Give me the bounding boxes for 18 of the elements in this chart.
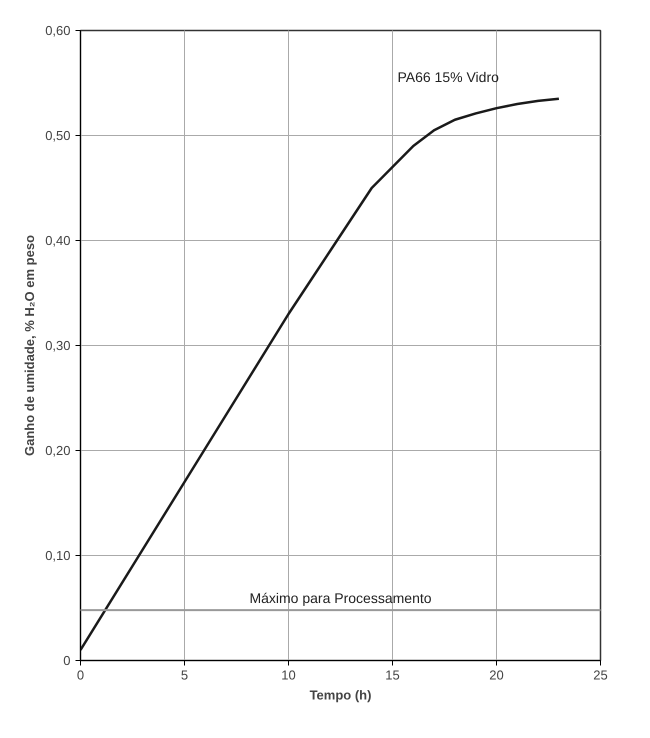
x-tick-label: 25 <box>593 668 608 682</box>
ref-line-label: Máximo para Processamento <box>249 590 432 606</box>
series-label: PA66 15% Vidro <box>397 68 500 85</box>
x-axis-title: Tempo (h) <box>310 688 372 702</box>
y-tick-label: 0,30 <box>45 338 71 353</box>
y-tick-label: 0,50 <box>45 128 71 143</box>
x-tick-label: 15 <box>385 668 400 682</box>
y-axis-title: Ganho de umidade, % H₂O em peso <box>22 234 38 456</box>
y-tick-label: 0,20 <box>45 443 71 458</box>
y-tick-label: 0,40 <box>45 233 71 248</box>
line-series <box>80 98 560 652</box>
x-tick-label: 20 <box>489 668 504 682</box>
x-tick-label: 0 <box>76 668 84 682</box>
x-tick-label: 5 <box>180 668 188 682</box>
y-tick-label: 0,60 <box>45 23 71 38</box>
y-tick-label: 0,10 <box>45 548 71 563</box>
y-tick-label: 0 <box>63 653 71 668</box>
x-tick-label: 10 <box>281 668 296 682</box>
